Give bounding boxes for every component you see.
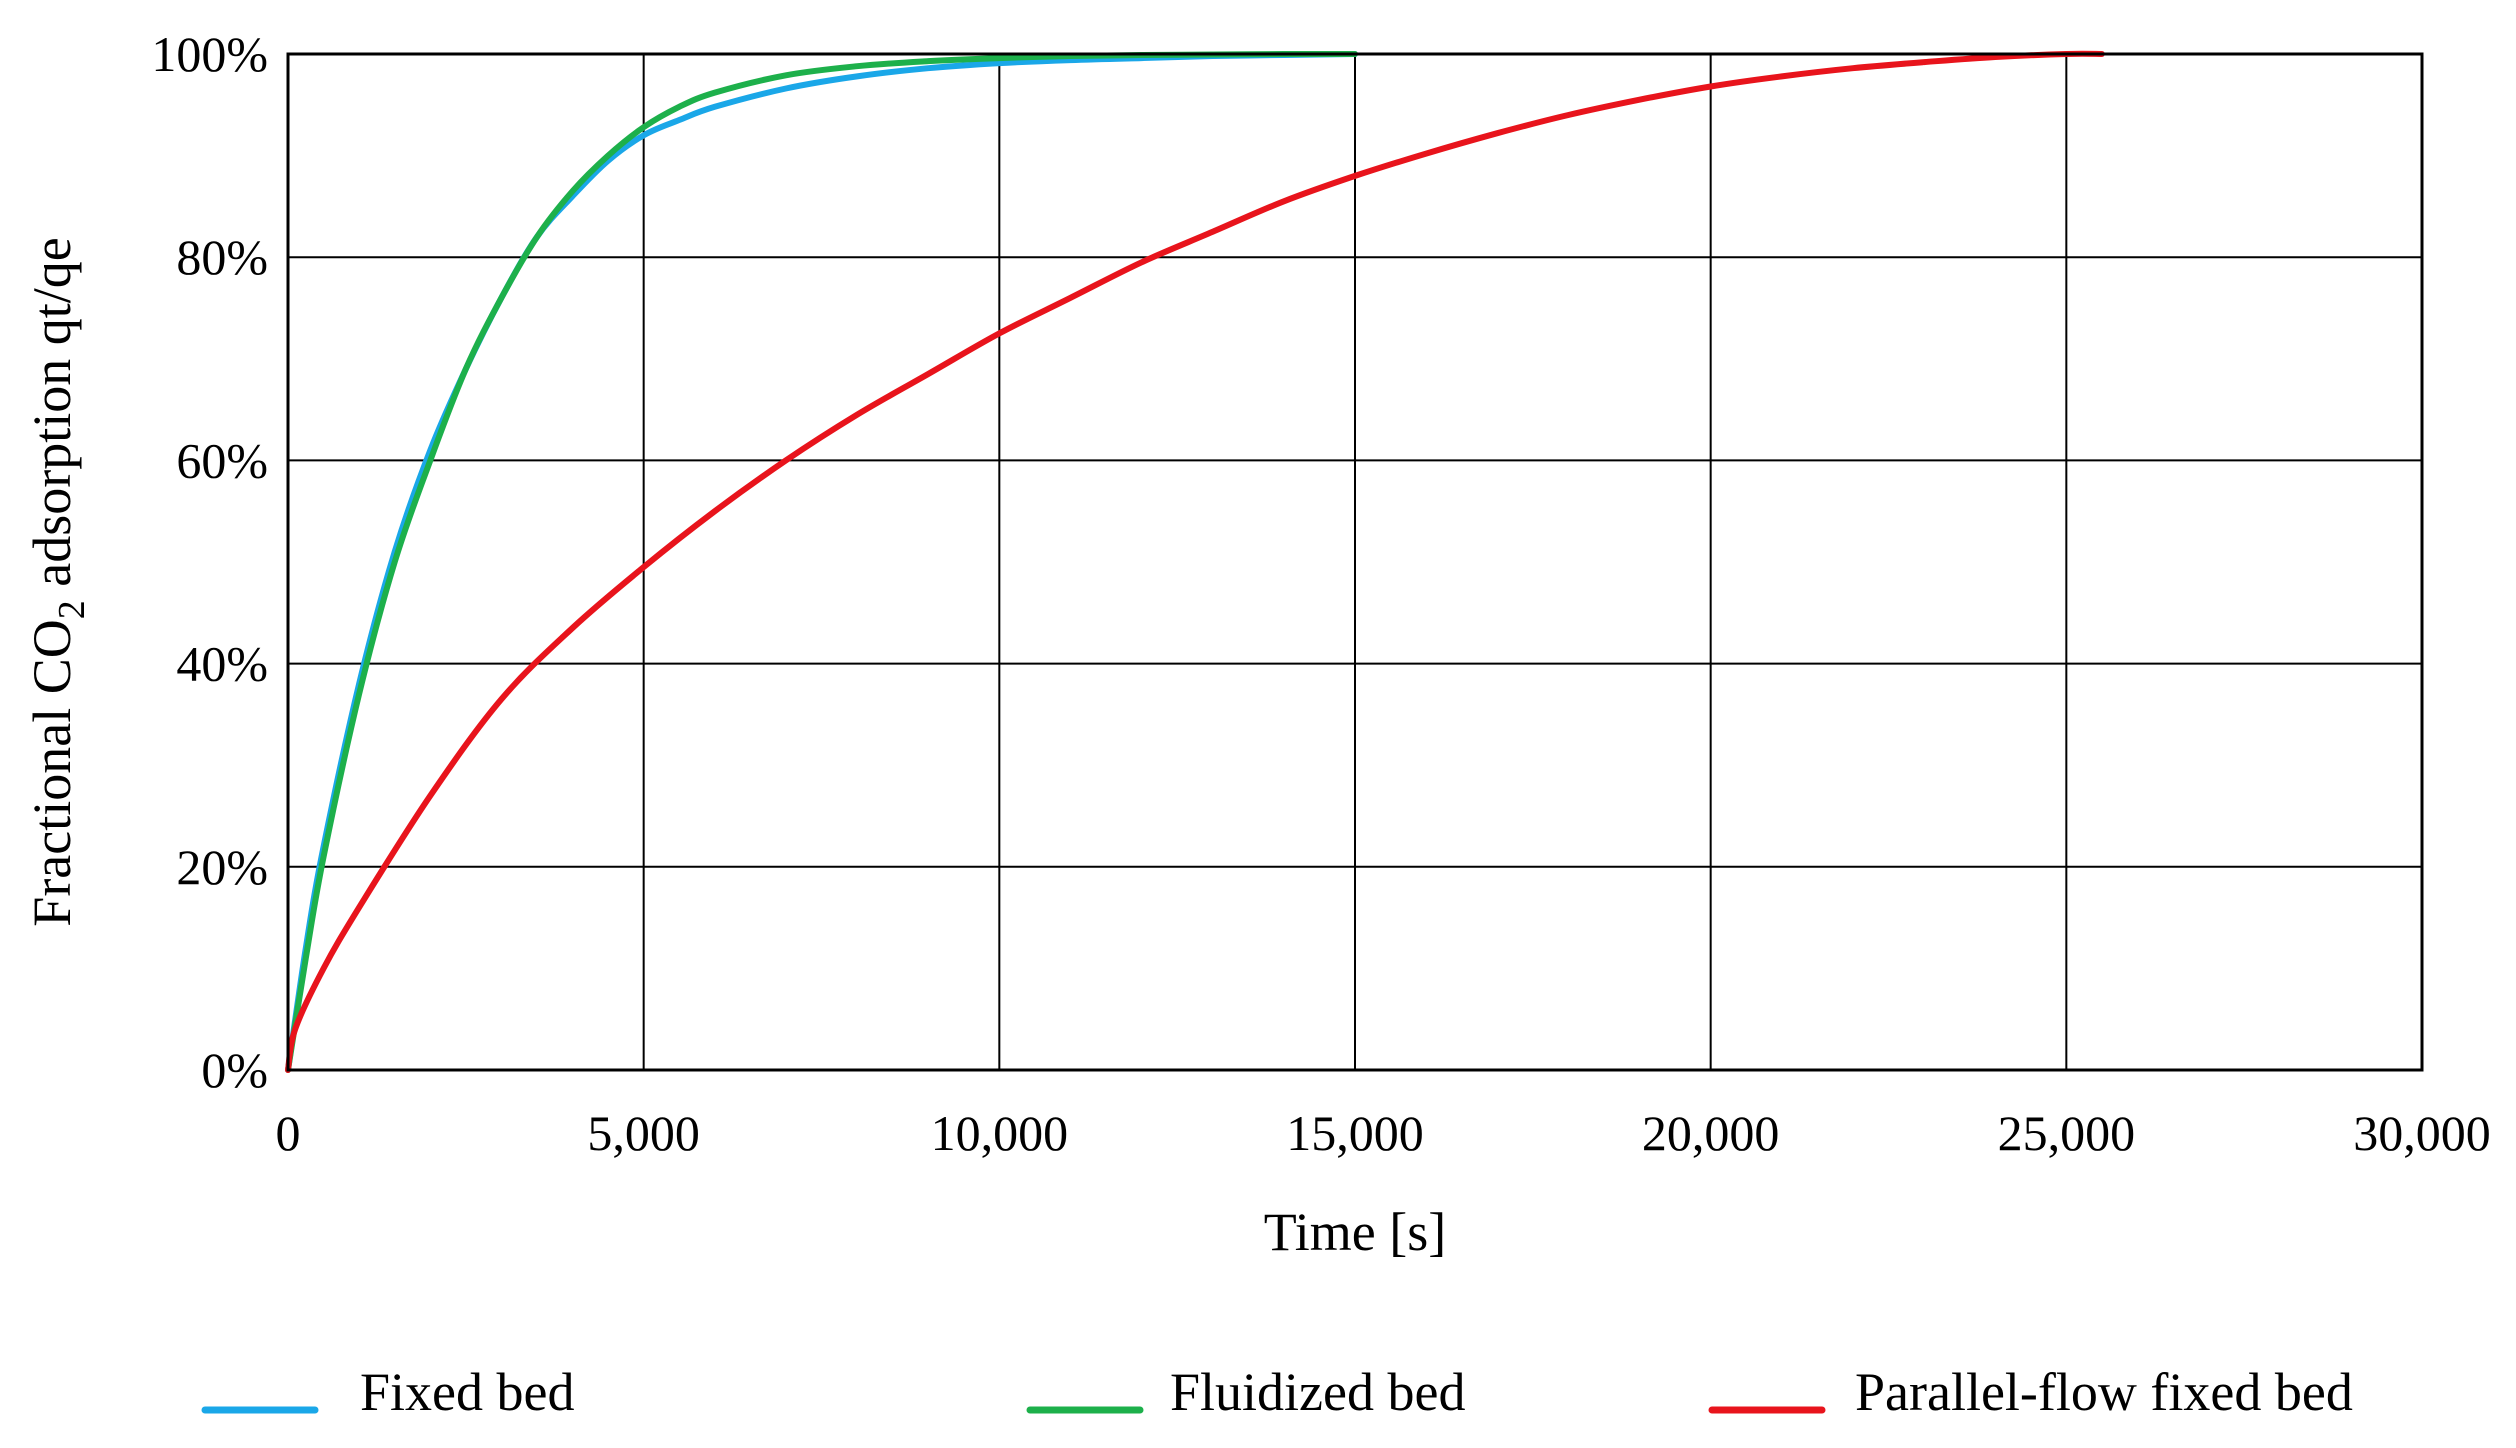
x-tick-label: 15,000 [1286, 1105, 1424, 1161]
x-tick-label: 20,000 [1642, 1105, 1780, 1161]
legend-label: Parallel-flow fixed bed [1855, 1362, 2353, 1422]
series-lines [285, 50, 2105, 1073]
y-tick-label: 20% [176, 839, 268, 895]
x-tick-label: 5,000 [587, 1105, 700, 1161]
legend-item-fixed-bed: Fixed bed [201, 1362, 574, 1422]
x-axis-title: Time [s] [1264, 1202, 1447, 1262]
y-axis-title: Fractional CO2 adsorption qt/qe [22, 237, 93, 926]
y-tick-label: 100% [151, 26, 268, 82]
legend-label: Fixed bed [360, 1362, 574, 1422]
legend-item-parallel-flow-fixed-bed: Parallel-flow fixed bed [1708, 1362, 2353, 1422]
y-tick-labels: 0% 20% 40% 60% 80% 100% [151, 26, 268, 1098]
legend-label: Fluidized bed [1170, 1362, 1465, 1422]
y-tick-label: 80% [176, 229, 268, 285]
series-line-parallel-flow-fixed-bed [285, 50, 2105, 1073]
x-tick-label: 0 [276, 1105, 301, 1161]
grid [288, 54, 2422, 1070]
y-tick-label: 0% [201, 1042, 268, 1098]
series-line-fixed-bed [285, 51, 1358, 1073]
y-axis-title-main: Fractional CO [22, 619, 82, 926]
x-tick-label: 25,000 [1998, 1105, 2136, 1161]
legend: Fixed bed Fluidized bed Parallel-flow fixe… [201, 1362, 2353, 1422]
series-line-fluidized-bed [285, 50, 1358, 1073]
legend-item-fluidized-bed: Fluidized bed [1026, 1362, 1465, 1422]
x-tick-labels: 0 5,000 10,000 15,000 20,000 25,000 30,000 [276, 1105, 2491, 1161]
y-tick-label: 60% [176, 432, 268, 488]
y-axis-title-subscript: 2 [51, 600, 93, 619]
y-tick-label: 40% [176, 636, 268, 692]
x-tick-label: 30,000 [2353, 1105, 2491, 1161]
y-axis-title-rest: adsorption qt/qe [22, 237, 82, 600]
plot-frame [286, 52, 2424, 1072]
x-tick-label: 10,000 [931, 1105, 1069, 1161]
